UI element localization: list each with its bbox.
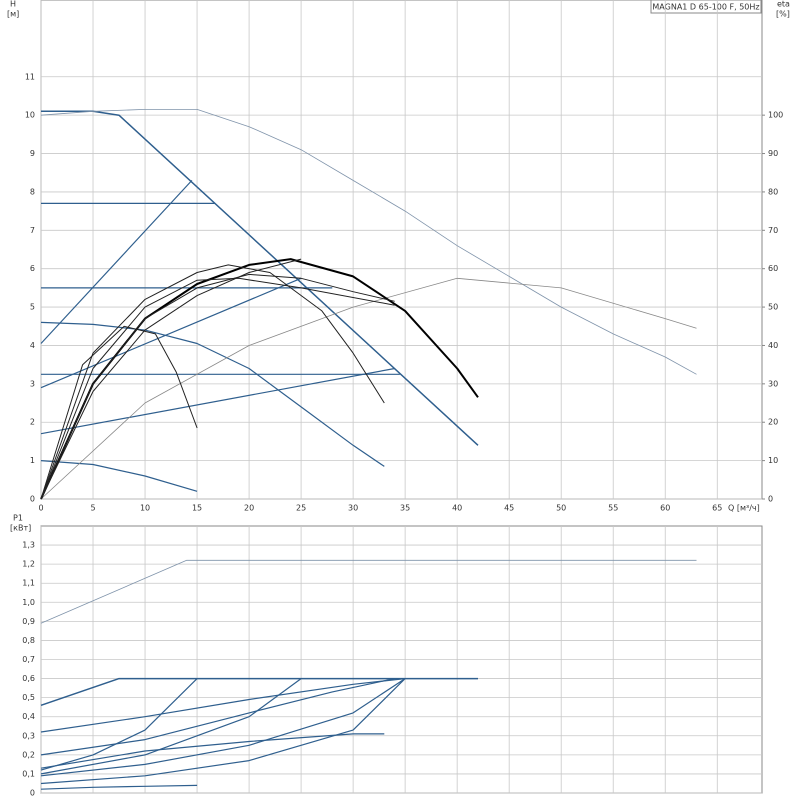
x-tick-label: 50 <box>556 504 566 513</box>
y-tick-label: 8 <box>30 187 35 196</box>
curve <box>40 325 198 500</box>
y-tick-label: 7 <box>30 226 35 235</box>
curve <box>40 678 406 777</box>
curve <box>40 179 193 344</box>
y-tick-label: 6 <box>30 264 35 273</box>
y-tick-label: 11 <box>25 72 35 81</box>
y-label: P1 <box>13 514 23 523</box>
curve <box>40 277 697 500</box>
y2-tick-label: 80 <box>768 187 778 196</box>
y-tick-label: 0,7 <box>22 655 35 664</box>
curve <box>40 273 395 500</box>
y-tick-label: 2 <box>30 418 35 427</box>
curve <box>40 677 478 707</box>
x-tick-label: 35 <box>400 504 410 513</box>
y-tick-label: 0,5 <box>22 693 35 702</box>
x-tick-label: 45 <box>504 504 514 513</box>
curve <box>40 258 479 500</box>
y2-tick-label: 10 <box>768 456 778 465</box>
y-tick-label: 0,4 <box>22 712 35 721</box>
y2-tick-label: 60 <box>768 264 778 273</box>
y2-tick-label: 40 <box>768 341 778 350</box>
y-tick-label: 4 <box>30 341 35 350</box>
curve <box>40 678 406 785</box>
curve <box>40 109 697 375</box>
y-tick-label: 0,6 <box>22 674 35 683</box>
y-tick-label: 10 <box>25 111 35 120</box>
curve <box>41 110 479 446</box>
y-tick-label: 1,0 <box>22 598 35 607</box>
y-tick-label: 3 <box>30 379 35 388</box>
y-tick-label: 0 <box>30 789 35 798</box>
x-tick-label: 60 <box>660 504 670 513</box>
y-tick-label: 1,3 <box>22 541 35 550</box>
y-label: H <box>10 0 16 9</box>
y2-tick-label: 70 <box>768 226 778 235</box>
y-tick-label: 9 <box>30 149 35 158</box>
y2-tick-label: 100 <box>768 111 783 120</box>
x-tick-label: 10 <box>140 504 150 513</box>
y2-tick-label: 30 <box>768 379 778 388</box>
x-tick-label: 30 <box>348 504 358 513</box>
curve <box>40 367 395 435</box>
x-tick-label: 15 <box>192 504 202 513</box>
curve <box>40 733 385 769</box>
y2-tick-label: 50 <box>768 303 778 312</box>
curve <box>40 678 198 771</box>
x-tick-label: 20 <box>244 504 254 513</box>
y-tick-label: 0 <box>30 495 35 504</box>
y-unit: [кВт] <box>10 524 31 533</box>
curve <box>40 277 395 500</box>
x-label: Q [м³/ч] <box>728 504 760 513</box>
y2-tick-label: 90 <box>768 149 778 158</box>
x-tick-label: 55 <box>608 504 618 513</box>
y-tick-label: 1,1 <box>22 579 35 588</box>
curve <box>40 321 385 467</box>
x-tick-label: 0 <box>38 504 43 513</box>
x-tick-label: 5 <box>90 504 95 513</box>
y-tick-label: 0,3 <box>22 731 35 740</box>
y2-label: eta <box>777 0 790 9</box>
chart-title: MAGNA1 D 65-100 F, 50Hz <box>652 3 759 12</box>
curve <box>40 559 697 624</box>
top-frame <box>40 0 763 500</box>
y-tick-label: 5 <box>30 303 35 312</box>
curve <box>40 258 302 500</box>
curve <box>40 678 302 775</box>
x-tick-label: 65 <box>712 504 722 513</box>
curve <box>40 784 198 790</box>
curve <box>40 264 385 500</box>
curve <box>40 678 406 733</box>
y2-unit: [%] <box>776 10 790 19</box>
y2-tick-label: 0 <box>768 495 773 504</box>
curve <box>40 678 395 756</box>
title-box <box>650 0 762 14</box>
y-tick-label: 1 <box>30 456 35 465</box>
y-tick-label: 0,2 <box>22 750 35 759</box>
y-tick-label: 0,9 <box>22 617 35 626</box>
y2-tick-label: 20 <box>768 418 778 427</box>
y-tick-label: 1,2 <box>22 560 35 569</box>
y-tick-label: 0,1 <box>22 769 35 778</box>
y-unit: [м] <box>7 10 19 19</box>
x-tick-label: 25 <box>296 504 306 513</box>
y-tick-label: 0,8 <box>22 636 35 645</box>
curve <box>40 277 302 389</box>
x-tick-label: 40 <box>452 504 462 513</box>
curve <box>40 460 198 492</box>
